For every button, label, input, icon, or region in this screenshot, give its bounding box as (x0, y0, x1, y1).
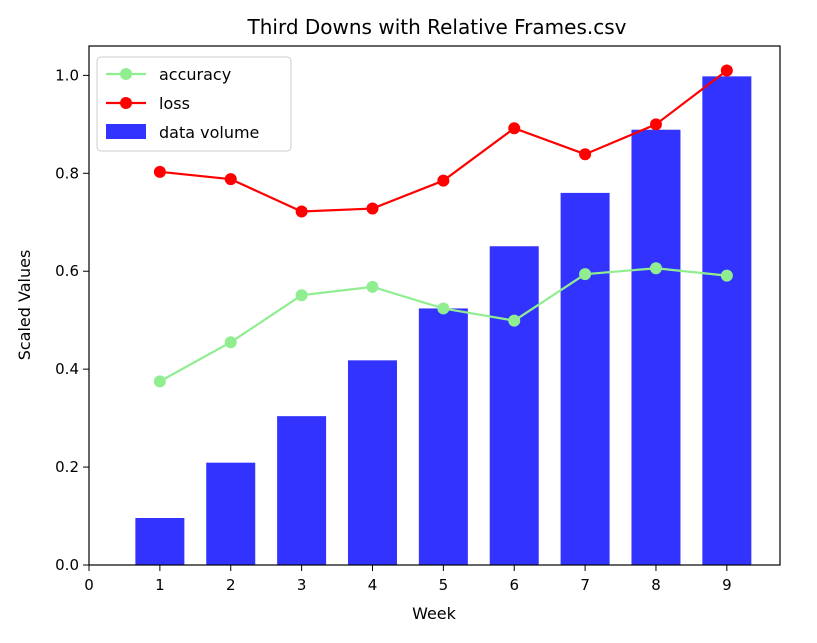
y-tick-label: 1.0 (55, 66, 79, 84)
bar-week-5 (418, 308, 468, 565)
bar-week-7 (560, 192, 610, 566)
bar-week-2 (206, 462, 256, 565)
legend-loss-swatch-marker (120, 97, 132, 109)
loss-point (437, 174, 450, 187)
bar-week-8 (631, 129, 681, 566)
loss-point (579, 148, 592, 161)
bar-week-1 (135, 517, 185, 565)
x-tick-label: 6 (509, 576, 519, 594)
accuracy-point (224, 336, 237, 349)
bars-layer (135, 76, 752, 566)
legend: accuracy loss data volume (96, 56, 292, 152)
y-tick-label: 0.4 (55, 360, 79, 378)
bar-week-4 (347, 360, 397, 565)
y-axis: 0.0 0.2 0.4 0.6 0.8 1.0 (55, 66, 89, 574)
y-tick-label: 0.8 (55, 164, 79, 182)
bar-week-3 (277, 416, 327, 565)
loss-point (649, 118, 662, 131)
y-axis-label: Scaled Values (15, 250, 34, 361)
x-tick-label: 1 (155, 576, 165, 594)
y-tick-label: 0.6 (55, 262, 79, 280)
loss-point (153, 165, 166, 178)
x-tick-label: 8 (651, 576, 661, 594)
x-tick-label: 7 (580, 576, 590, 594)
legend-accuracy-swatch-marker (120, 68, 132, 80)
bar-week-6 (489, 246, 539, 565)
x-tick-label: 3 (297, 576, 307, 594)
accuracy-point (153, 375, 166, 388)
x-tick-label: 0 (84, 576, 94, 594)
x-tick-label: 2 (226, 576, 236, 594)
accuracy-point (508, 314, 521, 327)
bar-week-9 (702, 76, 752, 566)
x-tick-label: 4 (368, 576, 378, 594)
y-tick-label: 0.2 (55, 458, 79, 476)
accuracy-point (649, 262, 662, 275)
accuracy-point (437, 302, 450, 315)
legend-label-data-volume: data volume (159, 123, 259, 142)
accuracy-point (295, 289, 308, 302)
x-tick-label: 9 (722, 576, 732, 594)
accuracy-point (720, 269, 733, 282)
legend-label-loss: loss (159, 94, 190, 113)
legend-data-volume-swatch (106, 124, 146, 139)
x-axis-label: Week (412, 604, 457, 623)
loss-point (366, 202, 379, 215)
loss-point (295, 205, 308, 218)
accuracy-point (366, 280, 379, 293)
lines-layer (153, 64, 733, 388)
x-axis: 0 1 2 3 4 5 6 7 8 9 (84, 565, 732, 594)
loss-point (224, 173, 237, 186)
plot-frame (88, 45, 781, 566)
chart-title: Third Downs with Relative Frames.csv (247, 15, 627, 39)
y-tick-label: 0.0 (55, 556, 79, 574)
legend-label-accuracy: accuracy (159, 65, 231, 84)
accuracy-point (579, 268, 592, 281)
x-tick-label: 5 (439, 576, 449, 594)
loss-point (508, 122, 521, 135)
loss-point (720, 64, 733, 77)
